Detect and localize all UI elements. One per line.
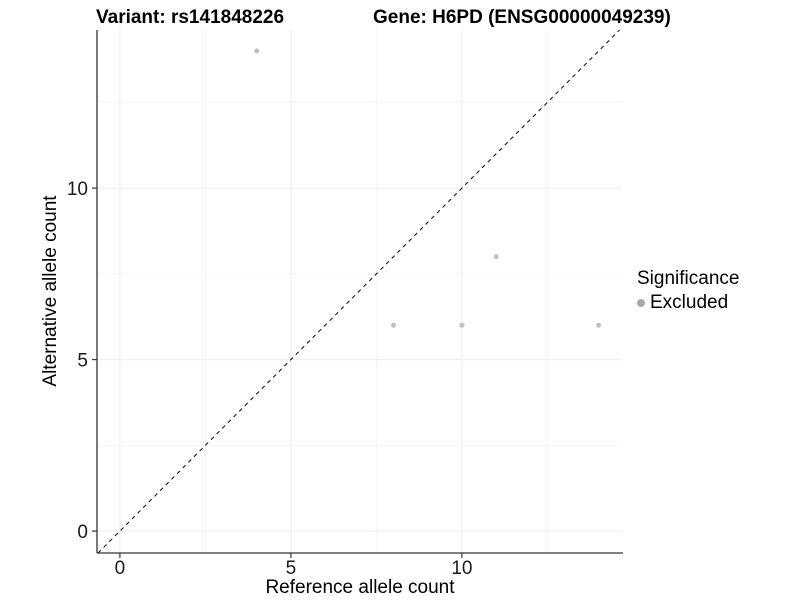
x-tick-label: 0 — [115, 558, 126, 579]
y-tick-label: 0 — [77, 522, 88, 543]
gene-title: Gene: H6PD (ENSG00000049239) — [373, 7, 671, 28]
data-point — [493, 254, 499, 260]
legend-item-excluded: Excluded — [637, 292, 739, 314]
legend-item-label: Excluded — [650, 292, 729, 313]
y-axis-title: Alternative allele count — [40, 195, 61, 387]
data-point — [596, 322, 602, 328]
x-axis-title: Reference allele count — [265, 577, 455, 598]
y-tick-label: 5 — [77, 351, 88, 372]
legend: Significance Excluded — [637, 268, 739, 314]
data-point — [459, 322, 465, 328]
data-point — [391, 322, 397, 328]
identity-dashed-line — [97, 29, 620, 554]
x-tick-label: 5 — [286, 558, 297, 579]
legend-point-icon — [637, 299, 645, 307]
x-tick-label: 10 — [451, 558, 472, 579]
data-point — [254, 48, 260, 54]
legend-title: Significance — [637, 268, 740, 289]
y-tick-label: 10 — [67, 179, 88, 200]
variant-title: Variant: rs141848226 — [96, 7, 285, 28]
